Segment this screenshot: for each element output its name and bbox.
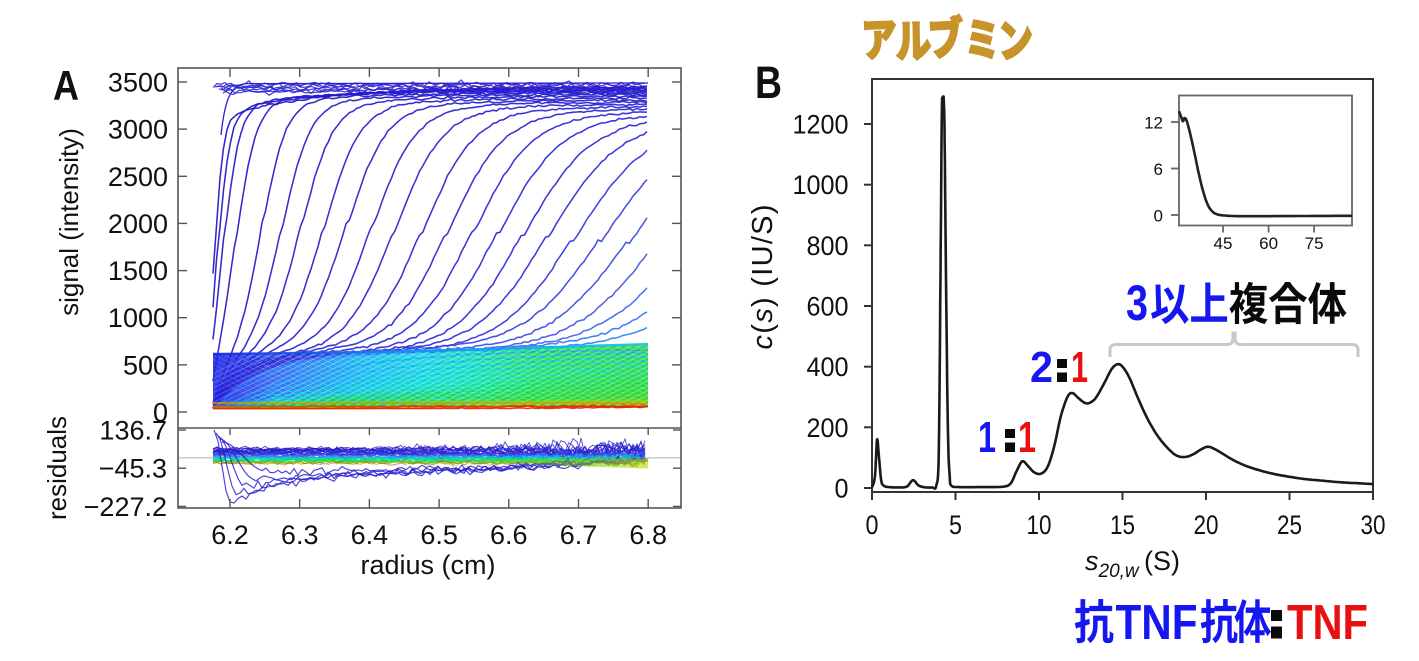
svg-text:1000: 1000 xyxy=(108,303,168,333)
svg-text:10: 10 xyxy=(1027,510,1052,540)
svg-text:15: 15 xyxy=(1110,510,1135,540)
svg-text:136.7: 136.7 xyxy=(99,416,167,446)
svg-text:600: 600 xyxy=(807,292,849,322)
svg-text:12: 12 xyxy=(1144,114,1163,133)
svg-text:0: 0 xyxy=(866,510,879,540)
svg-text:3000: 3000 xyxy=(108,115,168,145)
svg-text:−227.2: −227.2 xyxy=(84,492,167,522)
svg-text:1: 1 xyxy=(1018,413,1036,462)
svg-text:75: 75 xyxy=(1305,234,1324,253)
svg-text:A: A xyxy=(53,62,79,109)
svg-text:400: 400 xyxy=(807,352,849,382)
svg-text:6.6: 6.6 xyxy=(490,520,528,550)
svg-text:radius (cm): radius (cm) xyxy=(360,550,495,580)
svg-text:residuals: residuals xyxy=(42,416,72,520)
svg-text:6.3: 6.3 xyxy=(281,520,319,550)
svg-text:6.2: 6.2 xyxy=(211,520,249,550)
svg-text:1500: 1500 xyxy=(108,256,168,286)
svg-text:500: 500 xyxy=(123,350,168,380)
svg-text:20: 20 xyxy=(1194,510,1219,540)
svg-text:B: B xyxy=(755,57,782,108)
svg-text:2500: 2500 xyxy=(108,162,168,192)
svg-text:0: 0 xyxy=(835,474,849,504)
svg-text:2000: 2000 xyxy=(108,209,168,239)
svg-text:signal (intensity): signal (intensity) xyxy=(54,128,84,316)
svg-text:s20,w (S): s20,w (S) xyxy=(1085,546,1180,582)
svg-text:0: 0 xyxy=(153,398,168,428)
svg-text:60: 60 xyxy=(1259,234,1278,253)
svg-text:1200: 1200 xyxy=(793,110,849,140)
svg-text:200: 200 xyxy=(807,413,849,443)
svg-text:1000: 1000 xyxy=(793,170,849,200)
svg-text:3500: 3500 xyxy=(108,68,168,98)
svg-text:2: 2 xyxy=(1030,343,1053,392)
svg-text:TNF: TNF xyxy=(1287,596,1368,650)
svg-text:800: 800 xyxy=(807,231,849,261)
svg-text:−45.3: −45.3 xyxy=(99,454,167,484)
svg-text:6.8: 6.8 xyxy=(629,520,667,550)
svg-text:30: 30 xyxy=(1361,510,1386,540)
svg-text:45: 45 xyxy=(1214,234,1233,253)
svg-text:0: 0 xyxy=(1154,207,1163,226)
svg-text:3: 3 xyxy=(1126,275,1148,331)
svg-text:TNF: TNF xyxy=(1116,596,1198,650)
svg-text:6.5: 6.5 xyxy=(420,520,458,550)
svg-text:1: 1 xyxy=(978,413,996,462)
svg-text:6: 6 xyxy=(1154,160,1163,179)
svg-text:6.7: 6.7 xyxy=(560,520,598,550)
svg-text:25: 25 xyxy=(1277,510,1302,540)
svg-text:6.4: 6.4 xyxy=(351,520,389,550)
svg-text:1: 1 xyxy=(1071,343,1088,392)
svg-text:5: 5 xyxy=(949,510,962,540)
